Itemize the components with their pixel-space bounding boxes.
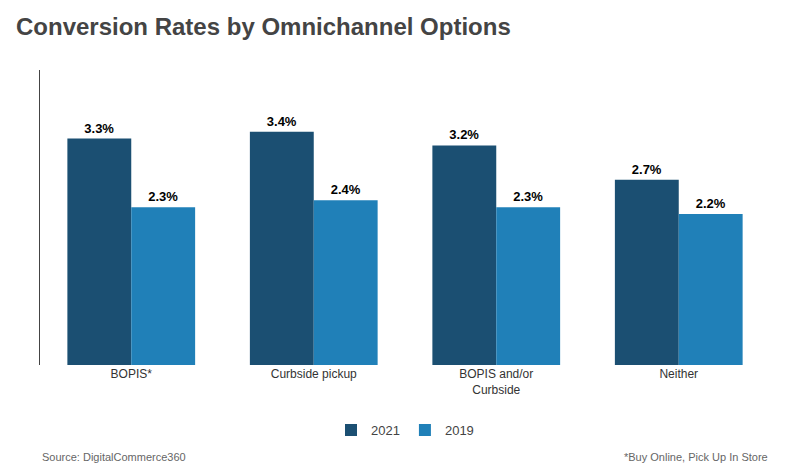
svg-text:Curbside pickup: Curbside pickup: [271, 367, 357, 381]
svg-text:2021: 2021: [371, 423, 400, 438]
svg-text:BOPIS and/orCurbside: BOPIS and/orCurbside: [459, 367, 533, 397]
svg-text:2.4%: 2.4%: [331, 182, 361, 197]
svg-text:3.4%: 3.4%: [267, 114, 297, 129]
svg-text:2.7%: 2.7%: [632, 162, 662, 177]
svg-text:3.3%: 3.3%: [84, 121, 114, 136]
svg-text:BOPIS*: BOPIS*: [111, 367, 153, 381]
svg-text:Source: DigitalCommerce360: Source: DigitalCommerce360: [42, 451, 186, 463]
svg-text:2.3%: 2.3%: [513, 189, 543, 204]
svg-text:3.2%: 3.2%: [449, 127, 479, 142]
svg-text:2019: 2019: [445, 423, 474, 438]
svg-text:2.2%: 2.2%: [696, 196, 726, 211]
svg-text:*Buy Online, Pick Up In Store: *Buy Online, Pick Up In Store: [624, 451, 768, 463]
svg-text:Neither: Neither: [659, 367, 698, 381]
svg-text:Conversion Rates by Omnichanne: Conversion Rates by Omnichannel Options: [16, 13, 511, 40]
svg-text:2.3%: 2.3%: [148, 189, 178, 204]
